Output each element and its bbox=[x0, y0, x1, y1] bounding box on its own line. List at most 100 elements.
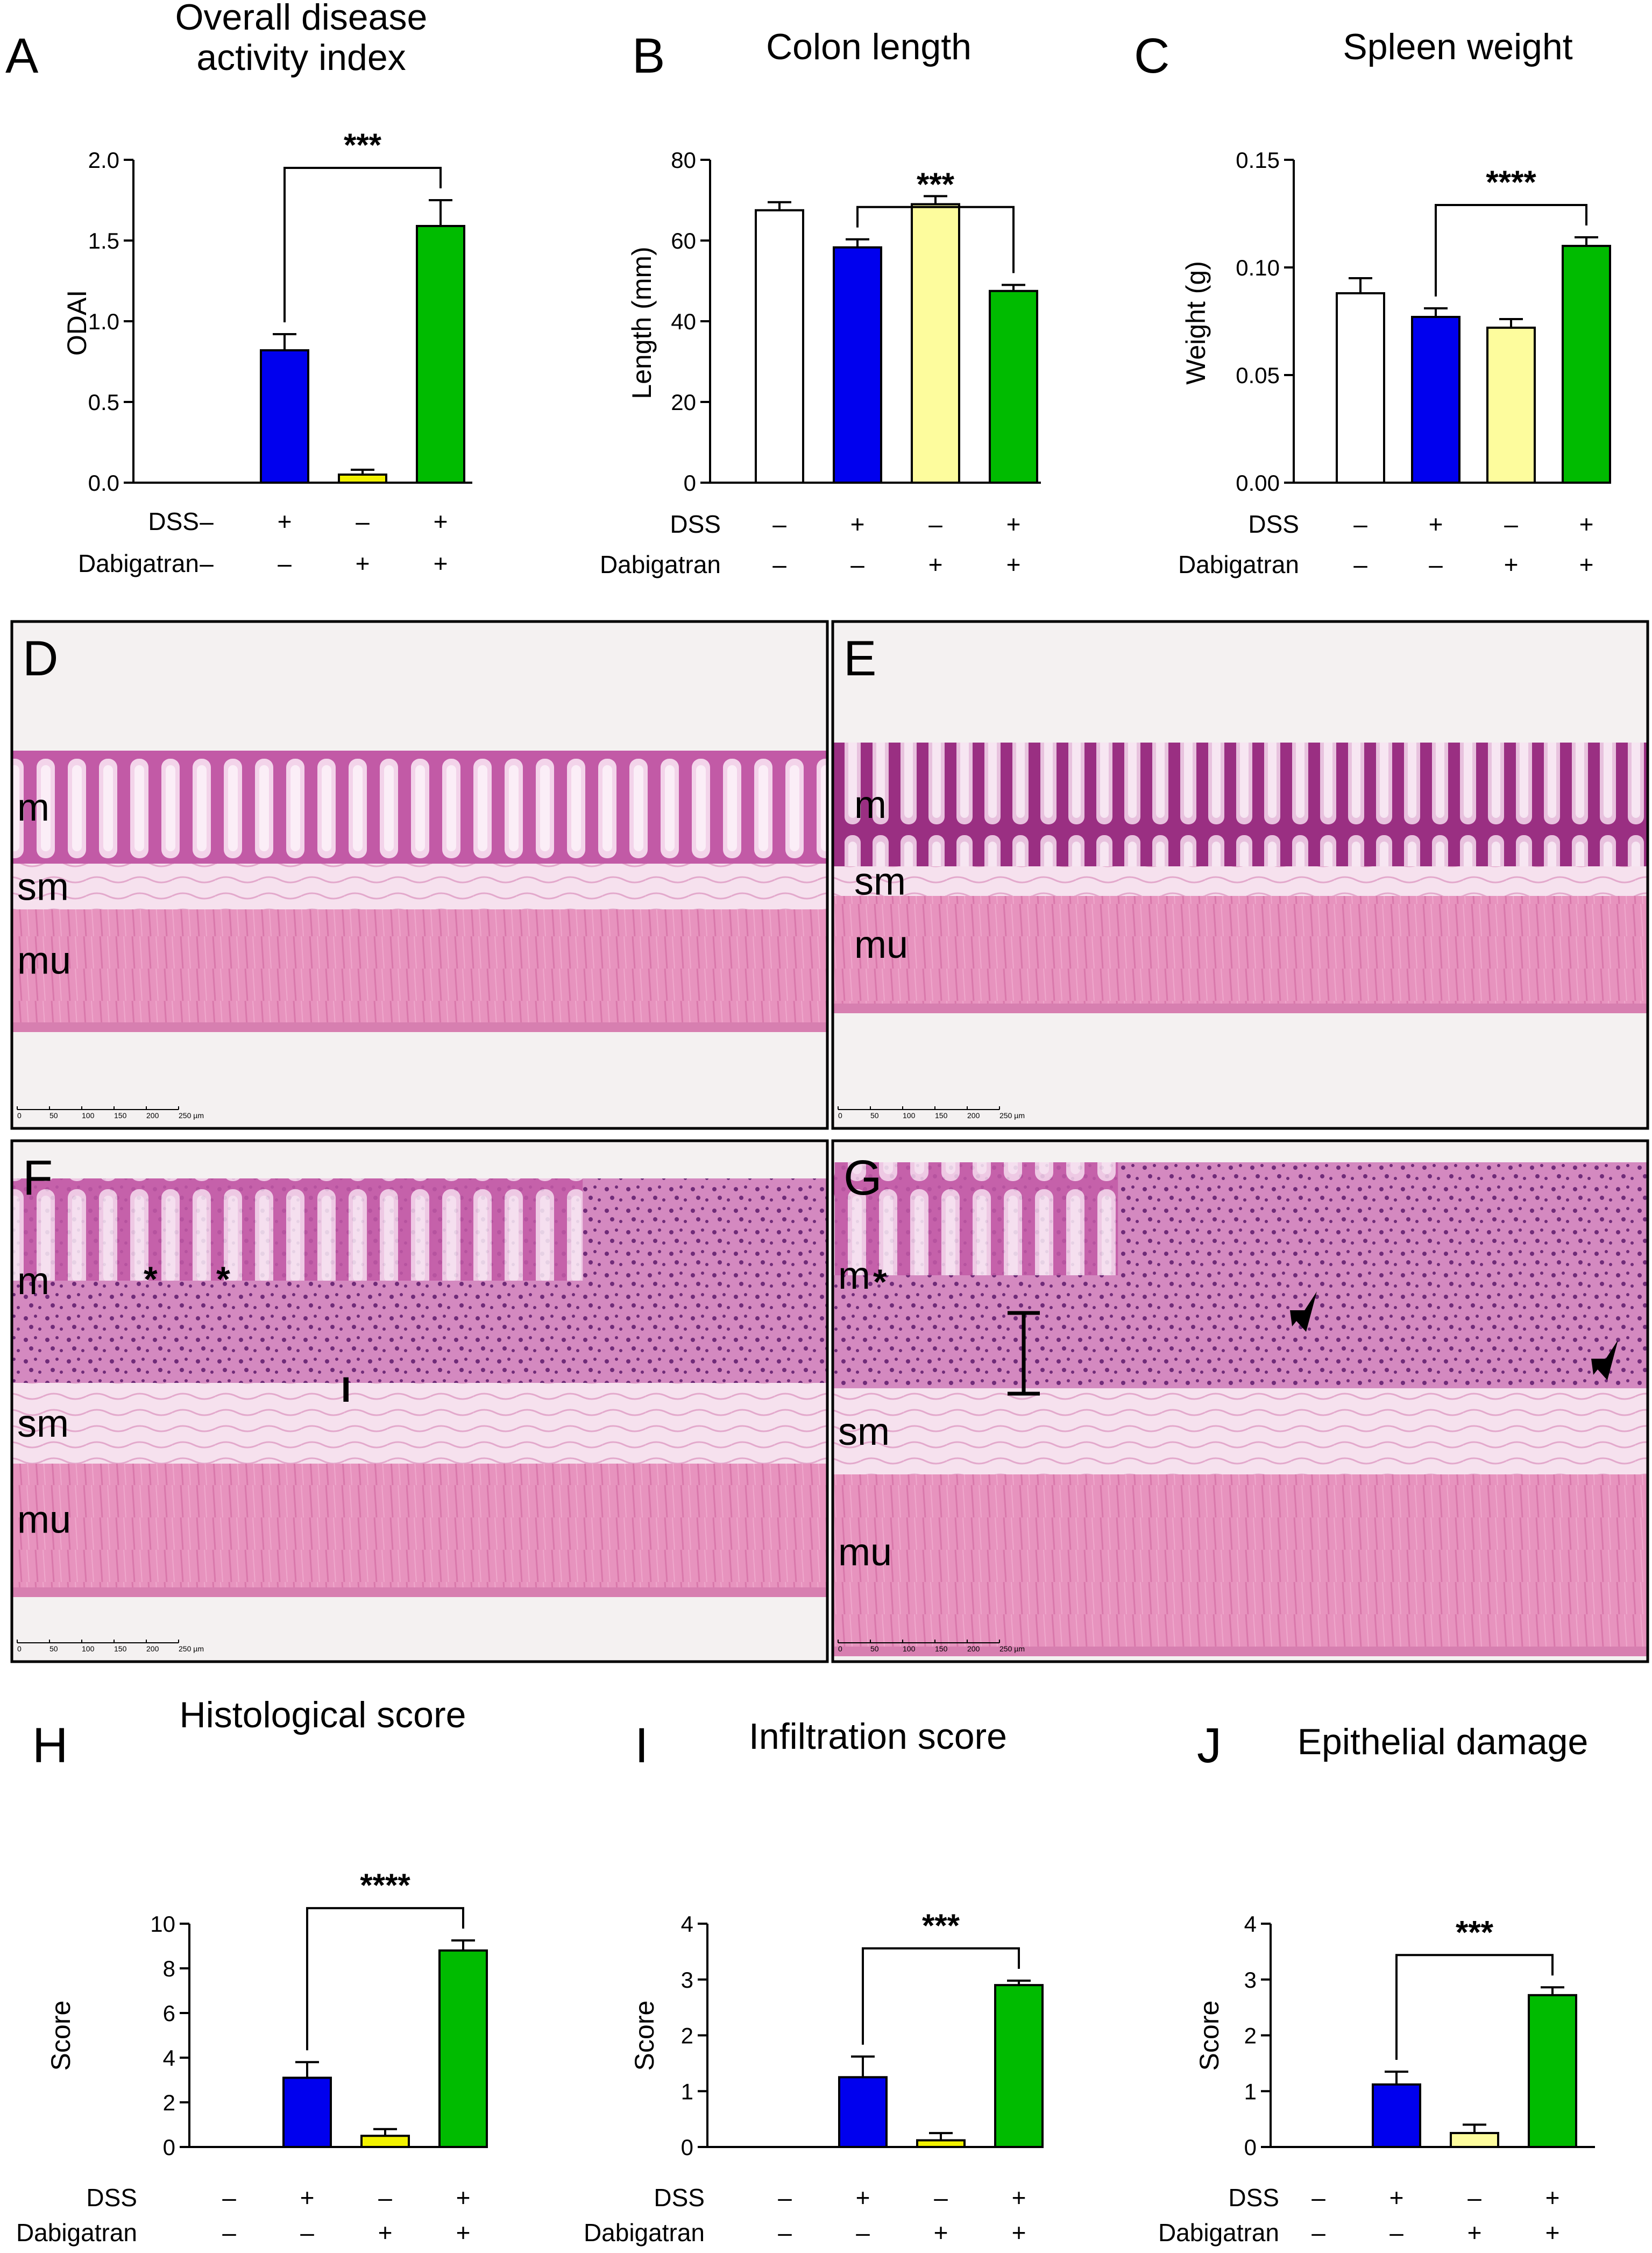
bar bbox=[338, 474, 387, 484]
y-tick-label: 1 bbox=[1244, 2079, 1257, 2104]
y-tick-label: 0 bbox=[684, 470, 696, 496]
y-tick-label: 3 bbox=[681, 1967, 693, 1993]
layer-label-mu: mu bbox=[838, 1531, 892, 1574]
layer-label-sm: sm bbox=[17, 1402, 69, 1445]
chart-title: Epithelial damage bbox=[1298, 1721, 1589, 1762]
condition-row-label: DSS bbox=[1228, 2184, 1279, 2212]
panel-frame bbox=[10, 620, 829, 1130]
chart-h: H Histological score 0 2 4 6 8 10 Score **** DSS – +… bbox=[16, 1694, 488, 2247]
condition-sign: – bbox=[1389, 2219, 1403, 2247]
condition-sign: – bbox=[772, 510, 786, 538]
scale-tick-label: 150 bbox=[935, 1111, 948, 1120]
micrograph-e: Em sm mu 0 50 100 150 200 250 µm bbox=[831, 620, 1649, 1130]
significance-bracket bbox=[1435, 204, 1587, 296]
y-tick-label: 4 bbox=[163, 2045, 175, 2071]
y-tick-label: 20 bbox=[671, 390, 696, 415]
condition-sign: – bbox=[278, 549, 292, 577]
condition-sign: + bbox=[278, 507, 292, 535]
scale-tick-label: 200 bbox=[146, 1644, 159, 1653]
condition-sign: – bbox=[1353, 510, 1367, 538]
condition-sign: – bbox=[356, 507, 370, 535]
scale-tick-label: 0 bbox=[838, 1644, 842, 1653]
condition-sign: + bbox=[934, 2219, 948, 2247]
layer-label-mu: mu bbox=[854, 923, 908, 966]
condition-sign: – bbox=[222, 2184, 236, 2212]
condition-sign: + bbox=[456, 2219, 471, 2247]
scale-tick-label: 200 bbox=[146, 1111, 159, 1120]
y-tick-label: 3 bbox=[1244, 1967, 1257, 1993]
condition-sign: + bbox=[1006, 550, 1021, 578]
chart-j: J Epithelial damage 0 1 2 3 4 Score *** DSS – + – + Da… bbox=[1158, 1718, 1595, 2247]
condition-sign: + bbox=[1006, 510, 1021, 538]
condition-sign: + bbox=[378, 2219, 393, 2247]
significance-bracket bbox=[283, 167, 442, 322]
significance-label: *** bbox=[917, 166, 955, 202]
layer-label-m: m bbox=[838, 1254, 870, 1297]
condition-sign: – bbox=[200, 549, 214, 577]
y-tick-label: 60 bbox=[671, 228, 696, 253]
y-tick-label: 10 bbox=[150, 1911, 175, 1937]
y-tick-label: 2.0 bbox=[88, 147, 119, 173]
chart-title: Colon length bbox=[766, 26, 972, 67]
scale-tick-label: 50 bbox=[49, 1644, 58, 1653]
arrow-icon bbox=[1290, 1291, 1317, 1332]
significance-bracket bbox=[1395, 1954, 1554, 2060]
panel-label: E bbox=[843, 631, 876, 686]
bar bbox=[1528, 1994, 1577, 2149]
scale-tick-label: 0 bbox=[838, 1111, 842, 1120]
y-tick-label: 2 bbox=[1244, 2023, 1257, 2049]
condition-sign: – bbox=[1467, 2184, 1481, 2212]
scale-tick-label: 250 µm bbox=[179, 1644, 204, 1653]
scale-tick-label: 100 bbox=[82, 1644, 95, 1653]
submucosa-layer bbox=[833, 1388, 1648, 1474]
bar bbox=[260, 349, 309, 484]
bar bbox=[1450, 2132, 1499, 2148]
chart-title: Overall disease bbox=[175, 0, 428, 38]
layer-label-mu: mu bbox=[17, 1499, 71, 1542]
panel-label: J bbox=[1197, 1718, 1222, 1773]
condition-row-label: Dabigatran bbox=[1178, 550, 1299, 578]
y-tick-label: 2 bbox=[681, 2023, 693, 2049]
condition-row-label: DSS bbox=[670, 510, 721, 538]
bar bbox=[1562, 245, 1611, 484]
y-axis-label: Score bbox=[629, 2001, 660, 2071]
scale-tick-label: 0 bbox=[17, 1111, 22, 1120]
condition-sign: – bbox=[200, 507, 214, 535]
layer-label-m: m bbox=[854, 783, 887, 827]
serosa-edge bbox=[833, 1647, 1648, 1656]
y-tick-label: 8 bbox=[163, 1956, 175, 1981]
serosa-edge bbox=[833, 1004, 1648, 1013]
chart-title: activity index bbox=[196, 37, 406, 78]
condition-sign: + bbox=[1579, 510, 1594, 538]
condition-sign: + bbox=[850, 510, 865, 538]
bar bbox=[282, 2077, 332, 2149]
muscularis-layer bbox=[12, 1464, 827, 1587]
layer-label-m: m bbox=[17, 786, 49, 829]
y-tick-label: 0 bbox=[163, 2135, 175, 2160]
layer-label-mu: mu bbox=[17, 940, 71, 983]
bar bbox=[989, 289, 1038, 484]
y-axis-label: Weight (g) bbox=[1181, 261, 1211, 385]
crypt-remnant bbox=[833, 1162, 1118, 1275]
y-tick-label: 0 bbox=[1244, 2135, 1257, 2160]
arrow-icon bbox=[1591, 1340, 1618, 1380]
asterisk-mark: * bbox=[144, 1259, 158, 1299]
submucosa-layer bbox=[12, 1383, 827, 1464]
condition-sign: – bbox=[300, 2219, 314, 2247]
bar bbox=[833, 246, 882, 484]
condition-row-label: DSS bbox=[654, 2184, 705, 2212]
y-axis-label: Score bbox=[46, 2001, 76, 2071]
layer-label-sm: sm bbox=[838, 1410, 890, 1453]
condition-row-label: Dabigatran bbox=[78, 549, 199, 577]
scale-tick-label: 200 bbox=[967, 1644, 980, 1653]
significance-bracket bbox=[862, 1947, 1020, 2045]
panel-label: B bbox=[632, 29, 665, 83]
condition-sign: + bbox=[1579, 550, 1594, 578]
serosa-edge bbox=[12, 1022, 827, 1032]
panel-label: I bbox=[635, 1718, 649, 1773]
condition-sign: – bbox=[1429, 550, 1443, 578]
condition-sign: – bbox=[1353, 550, 1367, 578]
bar bbox=[360, 2135, 410, 2148]
